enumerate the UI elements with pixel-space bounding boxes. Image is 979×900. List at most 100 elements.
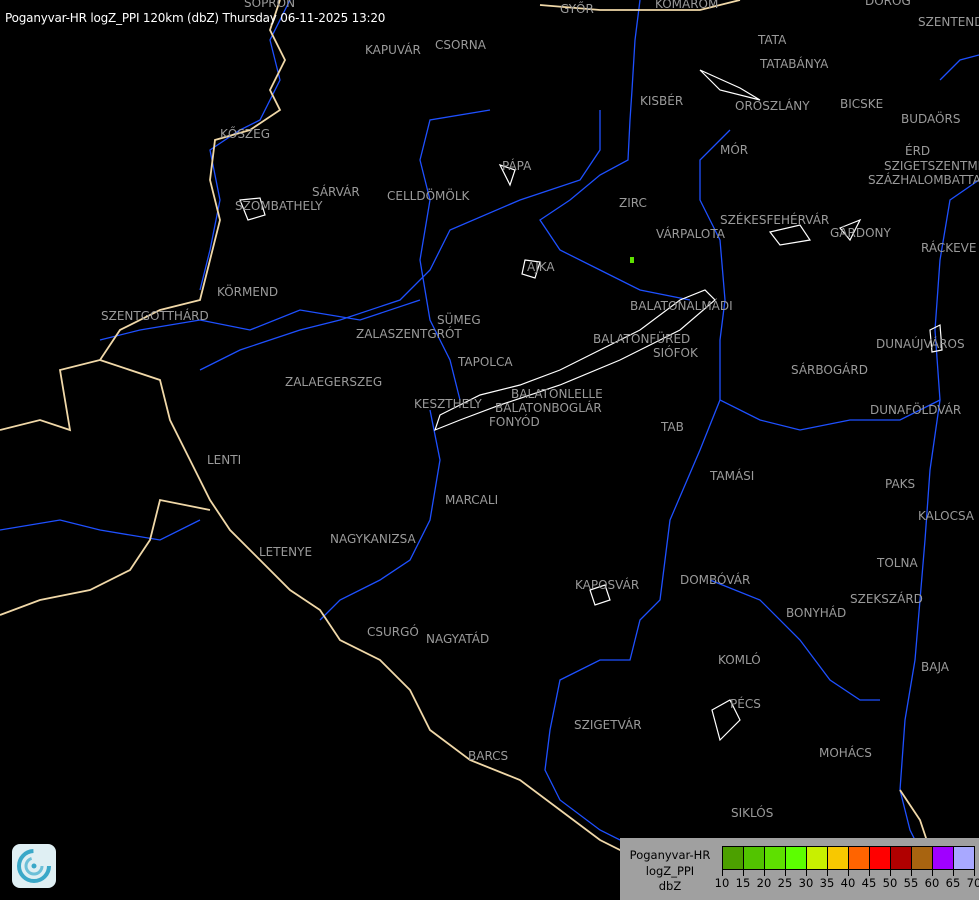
legend-tick bbox=[890, 868, 891, 876]
legend-swatch bbox=[870, 847, 891, 869]
city-label: AJKA bbox=[527, 260, 555, 274]
city-label: NAGYKANIZSA bbox=[330, 532, 416, 546]
legend-tick bbox=[848, 868, 849, 876]
legend-swatch bbox=[828, 847, 849, 869]
city-label: KAPUVÁR bbox=[365, 43, 421, 57]
border bbox=[99, 359, 641, 861]
city-label: TOLNA bbox=[877, 556, 918, 570]
city-label: KÖRMEND bbox=[217, 285, 279, 299]
city-label: GÁRDONY bbox=[830, 226, 891, 240]
river bbox=[544, 399, 721, 851]
swirl-logo-icon bbox=[17, 849, 51, 883]
legend-swatch bbox=[933, 847, 954, 869]
city-label: SZOMBATHELY bbox=[235, 199, 323, 213]
urban-outline bbox=[239, 69, 943, 742]
legend-tick bbox=[953, 868, 954, 876]
legend-tick-label: 60 bbox=[924, 876, 940, 890]
river bbox=[709, 579, 880, 701]
legend-tick-label: 40 bbox=[840, 876, 856, 890]
city-label: BALATONFÜRED bbox=[593, 332, 691, 346]
city-label: PÉCS bbox=[730, 697, 761, 711]
legend-source: Poganyvar-HR bbox=[629, 848, 711, 862]
city-label: GYŐR bbox=[560, 2, 594, 16]
legend-tick-label: 50 bbox=[882, 876, 898, 890]
legend-unit: dbZ bbox=[658, 879, 682, 893]
city-label: SZENTENDRE bbox=[918, 15, 979, 29]
legend-color-bar bbox=[722, 846, 975, 870]
city-label: DOMBÓVÁR bbox=[680, 573, 751, 587]
city-label: KAPOSVÁR bbox=[575, 578, 640, 592]
city-label: BALATONBOGLÁR bbox=[495, 401, 602, 415]
river bbox=[99, 299, 421, 341]
legend-swatch bbox=[891, 847, 912, 869]
legend-tick bbox=[869, 868, 870, 876]
city-label: SIÓFOK bbox=[653, 346, 698, 360]
city-label: BONYHÁD bbox=[786, 606, 847, 620]
legend-swatch bbox=[765, 847, 786, 869]
city-label: RÁCKEVE bbox=[921, 241, 977, 255]
city-label: SOPRON bbox=[244, 0, 296, 10]
city-label: KOMLÓ bbox=[718, 653, 761, 667]
border bbox=[539, 0, 741, 11]
city-label: BICSKE bbox=[840, 97, 884, 111]
city-label: NAGYATÁD bbox=[426, 632, 490, 646]
city-label: SZÁZHALOMBATTA bbox=[868, 173, 979, 187]
legend-tick bbox=[764, 868, 765, 876]
legend-tick-label: 65 bbox=[945, 876, 961, 890]
legend-tick bbox=[743, 868, 744, 876]
city-label: TATABÁNYA bbox=[760, 57, 829, 71]
city-label: SZEKSZÁRD bbox=[850, 592, 923, 606]
city-label: SZENTGOTTHÁRD bbox=[101, 309, 209, 323]
city-label: DUNAÚJVÁROS bbox=[876, 337, 965, 351]
city-label: BALATONLELLE bbox=[511, 387, 603, 401]
logo bbox=[12, 844, 56, 888]
river bbox=[539, 0, 691, 301]
city-label: BAJA bbox=[921, 660, 949, 674]
city-label: SZIGETVÁR bbox=[574, 718, 642, 732]
legend-product: logZ_PPI bbox=[645, 863, 695, 878]
legend-tick-label: 45 bbox=[861, 876, 877, 890]
city-label: ÉRD bbox=[905, 144, 931, 158]
legend-label: Poganyvar-HR logZ_PPI dbZ bbox=[620, 848, 720, 895]
legend-tick-label: 55 bbox=[903, 876, 919, 890]
city-label: CSORNA bbox=[435, 38, 486, 52]
city-label: MARCALI bbox=[445, 493, 499, 507]
city-label: VÁRPALOTA bbox=[656, 227, 725, 241]
river bbox=[199, 0, 291, 291]
border bbox=[0, 498, 211, 616]
color-legend: Poganyvar-HR logZ_PPI dbZ 10 15 20 25 30 35 40… bbox=[620, 838, 979, 900]
city-label: TATA bbox=[758, 33, 787, 47]
legend-swatch bbox=[912, 847, 933, 869]
country-borders bbox=[0, 0, 941, 900]
city-label: CSURGÓ bbox=[367, 625, 419, 639]
border bbox=[0, 0, 287, 432]
city-label: KISBÉR bbox=[640, 94, 684, 108]
city-label: SIKLÓS bbox=[731, 806, 774, 820]
city-label: BALATONALMÁDI bbox=[630, 299, 733, 313]
city-label: KESZTHELY bbox=[414, 397, 482, 411]
river bbox=[319, 409, 441, 621]
river bbox=[0, 519, 201, 541]
legend-tick-label: 35 bbox=[819, 876, 835, 890]
map-title: Poganyvar-HR logZ_PPI 120km (dbZ) Thursd… bbox=[5, 11, 386, 25]
radar-echo bbox=[630, 257, 634, 263]
city-label: ZALASZENTGRÓT bbox=[356, 327, 462, 341]
city-label: TAB bbox=[661, 420, 684, 434]
legend-swatch bbox=[954, 847, 974, 869]
legend-tick bbox=[932, 868, 933, 876]
city-label: SÁRBOGÁRD bbox=[791, 363, 868, 377]
city-label: LETENYE bbox=[259, 545, 313, 559]
danube-river bbox=[899, 179, 979, 871]
river bbox=[699, 129, 941, 431]
city-label: LENTI bbox=[207, 453, 242, 467]
legend-tick bbox=[974, 868, 975, 876]
city-label: BUDAÖRS bbox=[901, 112, 961, 126]
city-label: SZÉKESFEHÉRVÁR bbox=[720, 213, 830, 227]
city-label: TAMÁSI bbox=[710, 469, 755, 483]
river bbox=[419, 109, 491, 401]
city-label: SZIGETSZENTMIKLÓS bbox=[884, 159, 979, 173]
city-label: OROSZLÁNY bbox=[735, 99, 810, 113]
city-label: PÁPA bbox=[502, 159, 532, 173]
